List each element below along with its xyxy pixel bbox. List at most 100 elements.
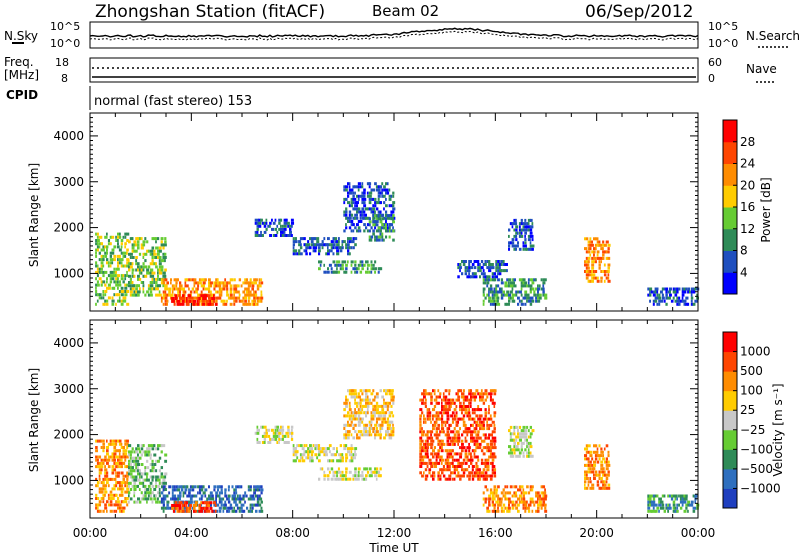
power-cells-cell [205, 299, 208, 303]
vel-cells-cell [357, 408, 361, 412]
power-cells-cell [363, 188, 366, 192]
power-cells-cell [366, 263, 370, 267]
power-cells-cell [271, 218, 273, 222]
vel-cells-cell [372, 408, 375, 412]
power-cells-cell [350, 220, 354, 223]
power-cells-cell [111, 296, 114, 300]
power-cells-cell [670, 299, 674, 303]
vel-cells-cell [309, 459, 312, 463]
power-cells-cell [146, 240, 149, 244]
vel-cells-cell [218, 494, 221, 498]
power-cells-cell [292, 237, 295, 241]
power-cells-cell [233, 302, 236, 306]
power-cells-cell [584, 247, 588, 251]
power-cells-cell [368, 220, 372, 224]
vel-cells-cell [164, 475, 167, 479]
vel-cells-cell [104, 474, 107, 478]
vel-cells-cell [489, 423, 493, 427]
vel-cells-cell [319, 467, 323, 471]
vel-cells-cell [649, 494, 652, 498]
vel-cells-cell [129, 463, 132, 466]
power-cells-cell [689, 290, 691, 294]
power-cells-cell [189, 296, 193, 300]
vel-cells-cell [518, 500, 522, 504]
vel-cells-cell [144, 466, 147, 470]
power-cells-cell [233, 293, 235, 297]
vel-cells-cell [444, 408, 447, 412]
power-cells-cell [142, 265, 145, 269]
vel-cells-cell [600, 480, 604, 484]
vel-cells-cell [166, 503, 169, 507]
vel-cells-cell [383, 420, 386, 424]
power-cells-cell [226, 299, 228, 303]
vel-cells-cell [113, 439, 116, 443]
power-cells-cell [106, 248, 108, 252]
vel-cells-cell [188, 488, 191, 492]
power-cells-cell [347, 237, 350, 241]
vel-cells-cell [177, 485, 179, 489]
power-cells-cell [330, 249, 333, 253]
vel-cells-cell [421, 433, 425, 437]
power-cells-cell [538, 293, 542, 297]
vel-cells-cell [455, 439, 459, 443]
vel-cells-cell [106, 500, 109, 504]
power-cells-cell [170, 278, 173, 282]
vel-cells-cell [202, 485, 205, 489]
vel-cells-cell [433, 423, 437, 427]
vel-cells-cell [162, 494, 166, 498]
power-cells-cell [542, 284, 545, 288]
vel-cells-cell [442, 442, 446, 446]
vel-cells-cell [694, 500, 697, 504]
vel-cells-cell [479, 398, 481, 402]
power-cells-cell [468, 275, 472, 279]
power-cells-cell [524, 225, 528, 229]
vel-cells-cell [256, 500, 260, 504]
vel-cells-cell [504, 497, 508, 501]
vel-cells-cell [113, 477, 117, 481]
power-cells-cell [117, 245, 120, 249]
vel-cells-cell [249, 497, 252, 501]
vel-cells-cell [461, 468, 464, 472]
power-cells-cell [484, 296, 487, 300]
power-cells-cell [115, 235, 117, 239]
vel-cells-cell [215, 500, 217, 504]
vel-cells-cell [128, 466, 131, 470]
vel-cells-cell [182, 485, 186, 489]
vel-cells-cell [486, 458, 490, 462]
power-cells-cell [527, 247, 531, 251]
vel-cells-cell [374, 408, 377, 412]
vel-cells-cell [128, 444, 132, 448]
power-cells-cell [113, 267, 116, 271]
power-cells-cell [508, 296, 511, 300]
vel-cells-cell [482, 452, 486, 456]
vel-cells-cell [107, 477, 111, 481]
power-cells-cell [690, 302, 694, 306]
power-cells-cell [386, 216, 390, 220]
vel-cells-cell [607, 486, 611, 490]
vel-cells-cell [102, 484, 105, 488]
vel-cells-cell [120, 487, 124, 491]
power-cells-cell [213, 294, 215, 298]
vel-cells-cell [491, 468, 495, 472]
power-cells-cell [341, 243, 344, 247]
power-cells-cell [381, 235, 384, 239]
vel-cells-cell [126, 439, 129, 443]
vel-cells-cell [441, 446, 443, 450]
vel-cells-cell [213, 485, 217, 489]
vel-cells-cell [602, 473, 605, 477]
power-cells-cell [251, 281, 254, 285]
vel-cells-cell [115, 439, 118, 443]
vel-cells-cell [213, 503, 216, 507]
power-cells-cell [182, 290, 186, 294]
vel-cells-cell [522, 488, 525, 492]
power-cells-cell [120, 274, 123, 278]
power-cells-cell [392, 220, 395, 224]
vel-cells-cell [542, 485, 546, 489]
vel-cells-cell [98, 471, 102, 475]
vel-cells-cell [171, 491, 174, 495]
vel-cells-cell [459, 389, 462, 393]
power-cells-cell [343, 188, 346, 192]
vel-cells-cell [124, 442, 127, 446]
power-cells-cell [685, 296, 689, 300]
power-cells-cell [596, 253, 599, 257]
